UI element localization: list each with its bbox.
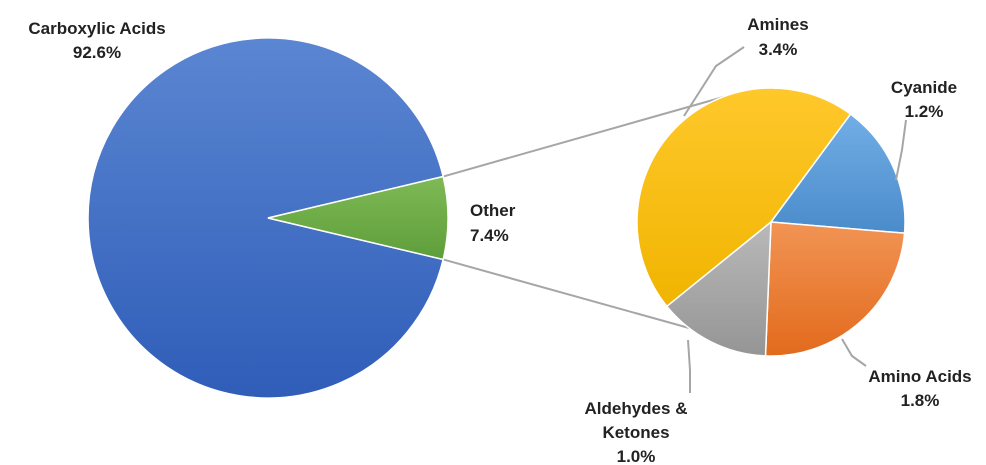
slice-other [267, 175, 449, 261]
connector-line-bottom [442, 258, 690, 329]
slice-carboxylic-acids [87, 37, 445, 399]
label-carboxylic-acids: Carboxylic Acids [28, 19, 165, 38]
connector-line-top [442, 95, 728, 178]
label-aldehydes-and: Aldehydes & [585, 399, 688, 418]
label-other: Other [470, 201, 516, 220]
value-label-aldehydes-ketones: 1.0% [617, 447, 656, 465]
leader-aldehydes [687, 339, 691, 393]
slice-aldehydes-and-ketones [665, 220, 772, 357]
leader-amines [683, 46, 745, 117]
label-amino-acids: Amino Acids [868, 367, 971, 386]
slice-amino-acids [764, 221, 906, 357]
leader-cyanide [895, 119, 907, 181]
main-pie [87, 37, 449, 399]
value-label-other: 7.4% [470, 226, 509, 245]
value-label-carboxylic-acids: 92.6% [73, 43, 121, 62]
label-ketones: Ketones [602, 423, 669, 442]
value-label-amino-acids: 1.8% [901, 391, 940, 410]
slice-cyanide [769, 113, 906, 234]
value-label-amines: 3.4% [759, 40, 798, 59]
secondary-pie [636, 87, 906, 357]
slice-amines [636, 87, 852, 308]
label-cyanide: Cyanide [891, 78, 957, 97]
leader-amino-acids [841, 338, 867, 367]
value-label-cyanide: 1.2% [905, 102, 944, 121]
label-amines: Amines [747, 15, 808, 34]
